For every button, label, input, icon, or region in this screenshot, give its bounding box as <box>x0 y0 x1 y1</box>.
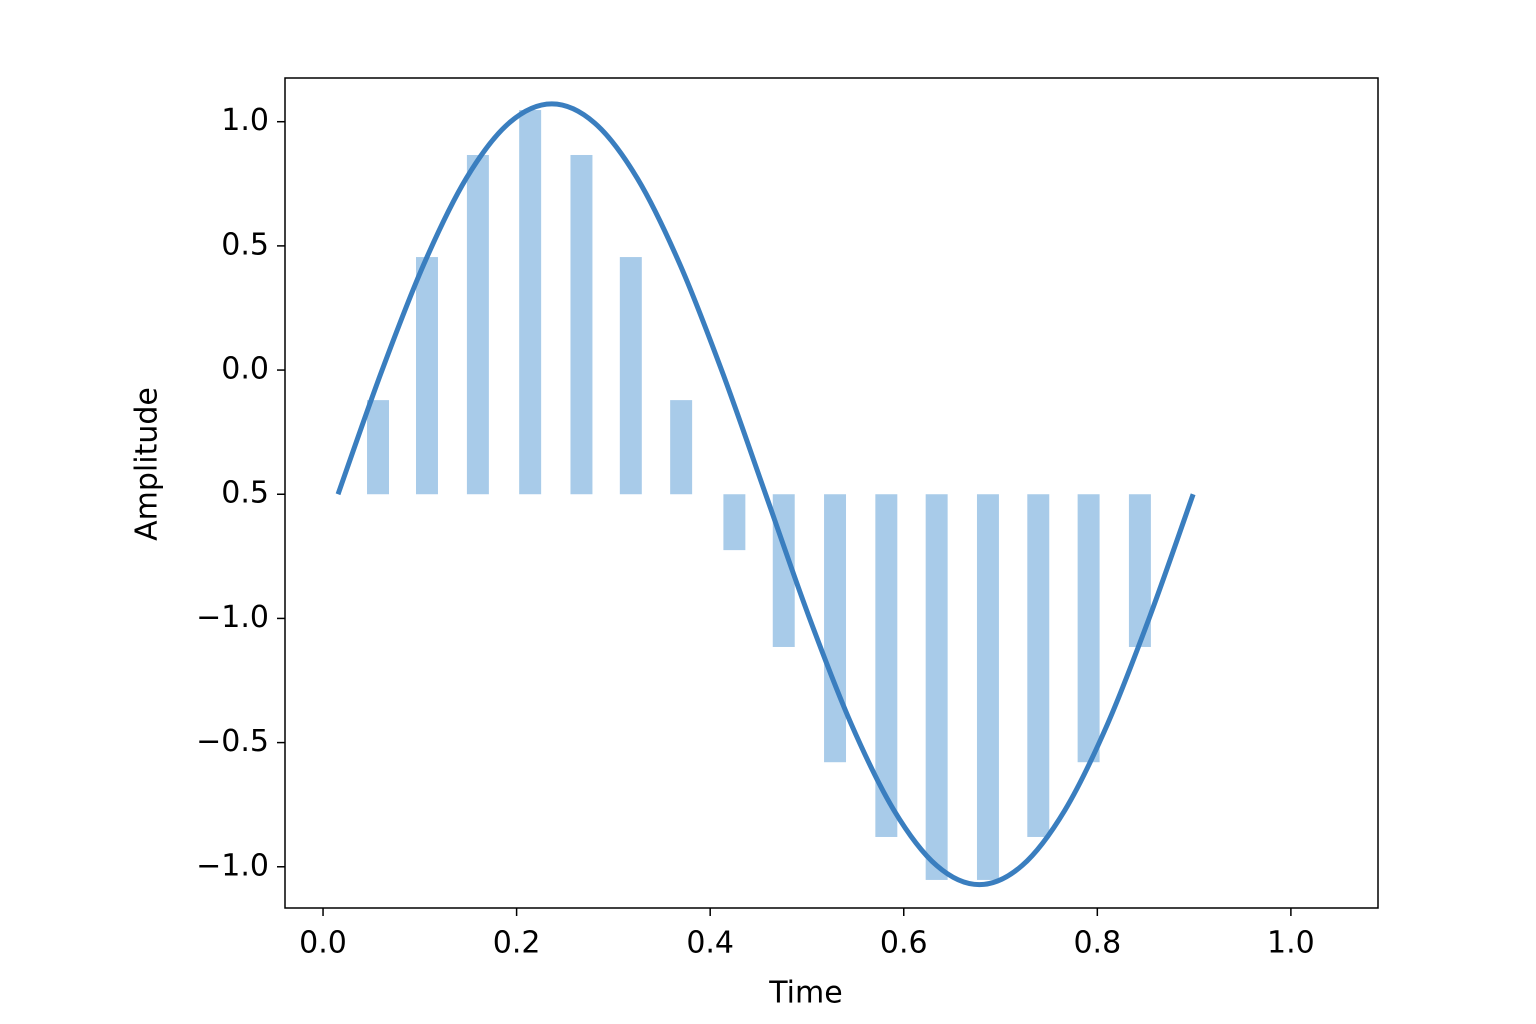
x-tick-label: 0.0 <box>299 926 347 961</box>
plot-frame <box>284 77 1379 909</box>
x-tick-label: 0.4 <box>686 926 734 961</box>
bar <box>570 154 593 495</box>
bar <box>1077 494 1100 763</box>
bar <box>1027 494 1050 837</box>
line <box>335 101 1196 888</box>
bar <box>367 400 389 495</box>
bar <box>875 494 898 837</box>
bar <box>925 494 948 880</box>
bar <box>415 257 438 495</box>
x-tick-label: 1.0 <box>1267 926 1315 961</box>
y-axis-label: Amplitude <box>130 387 165 541</box>
x-tick-label: 0.8 <box>1073 926 1121 961</box>
y-tick-label: 0.0 <box>221 352 269 387</box>
bar <box>519 110 542 495</box>
y-tick-label: 0.5 <box>221 227 269 262</box>
bar <box>723 494 746 551</box>
x-tick-label: 0.2 <box>493 926 541 961</box>
bar <box>976 494 999 880</box>
bar <box>466 154 489 495</box>
y-tick-label: −0.5 <box>196 724 269 759</box>
bar <box>619 257 642 495</box>
bar <box>1128 494 1151 647</box>
y-tick-label: −1.0 <box>196 600 269 635</box>
bar <box>670 400 693 495</box>
y-tick-label: 1.0 <box>221 103 269 138</box>
y-tick-label: 0.5 <box>221 476 269 511</box>
bar <box>824 494 847 763</box>
x-tick-label: 0.6 <box>880 926 928 961</box>
y-tick-label: −1.0 <box>196 848 269 883</box>
x-axis-label: Time <box>768 976 842 1011</box>
